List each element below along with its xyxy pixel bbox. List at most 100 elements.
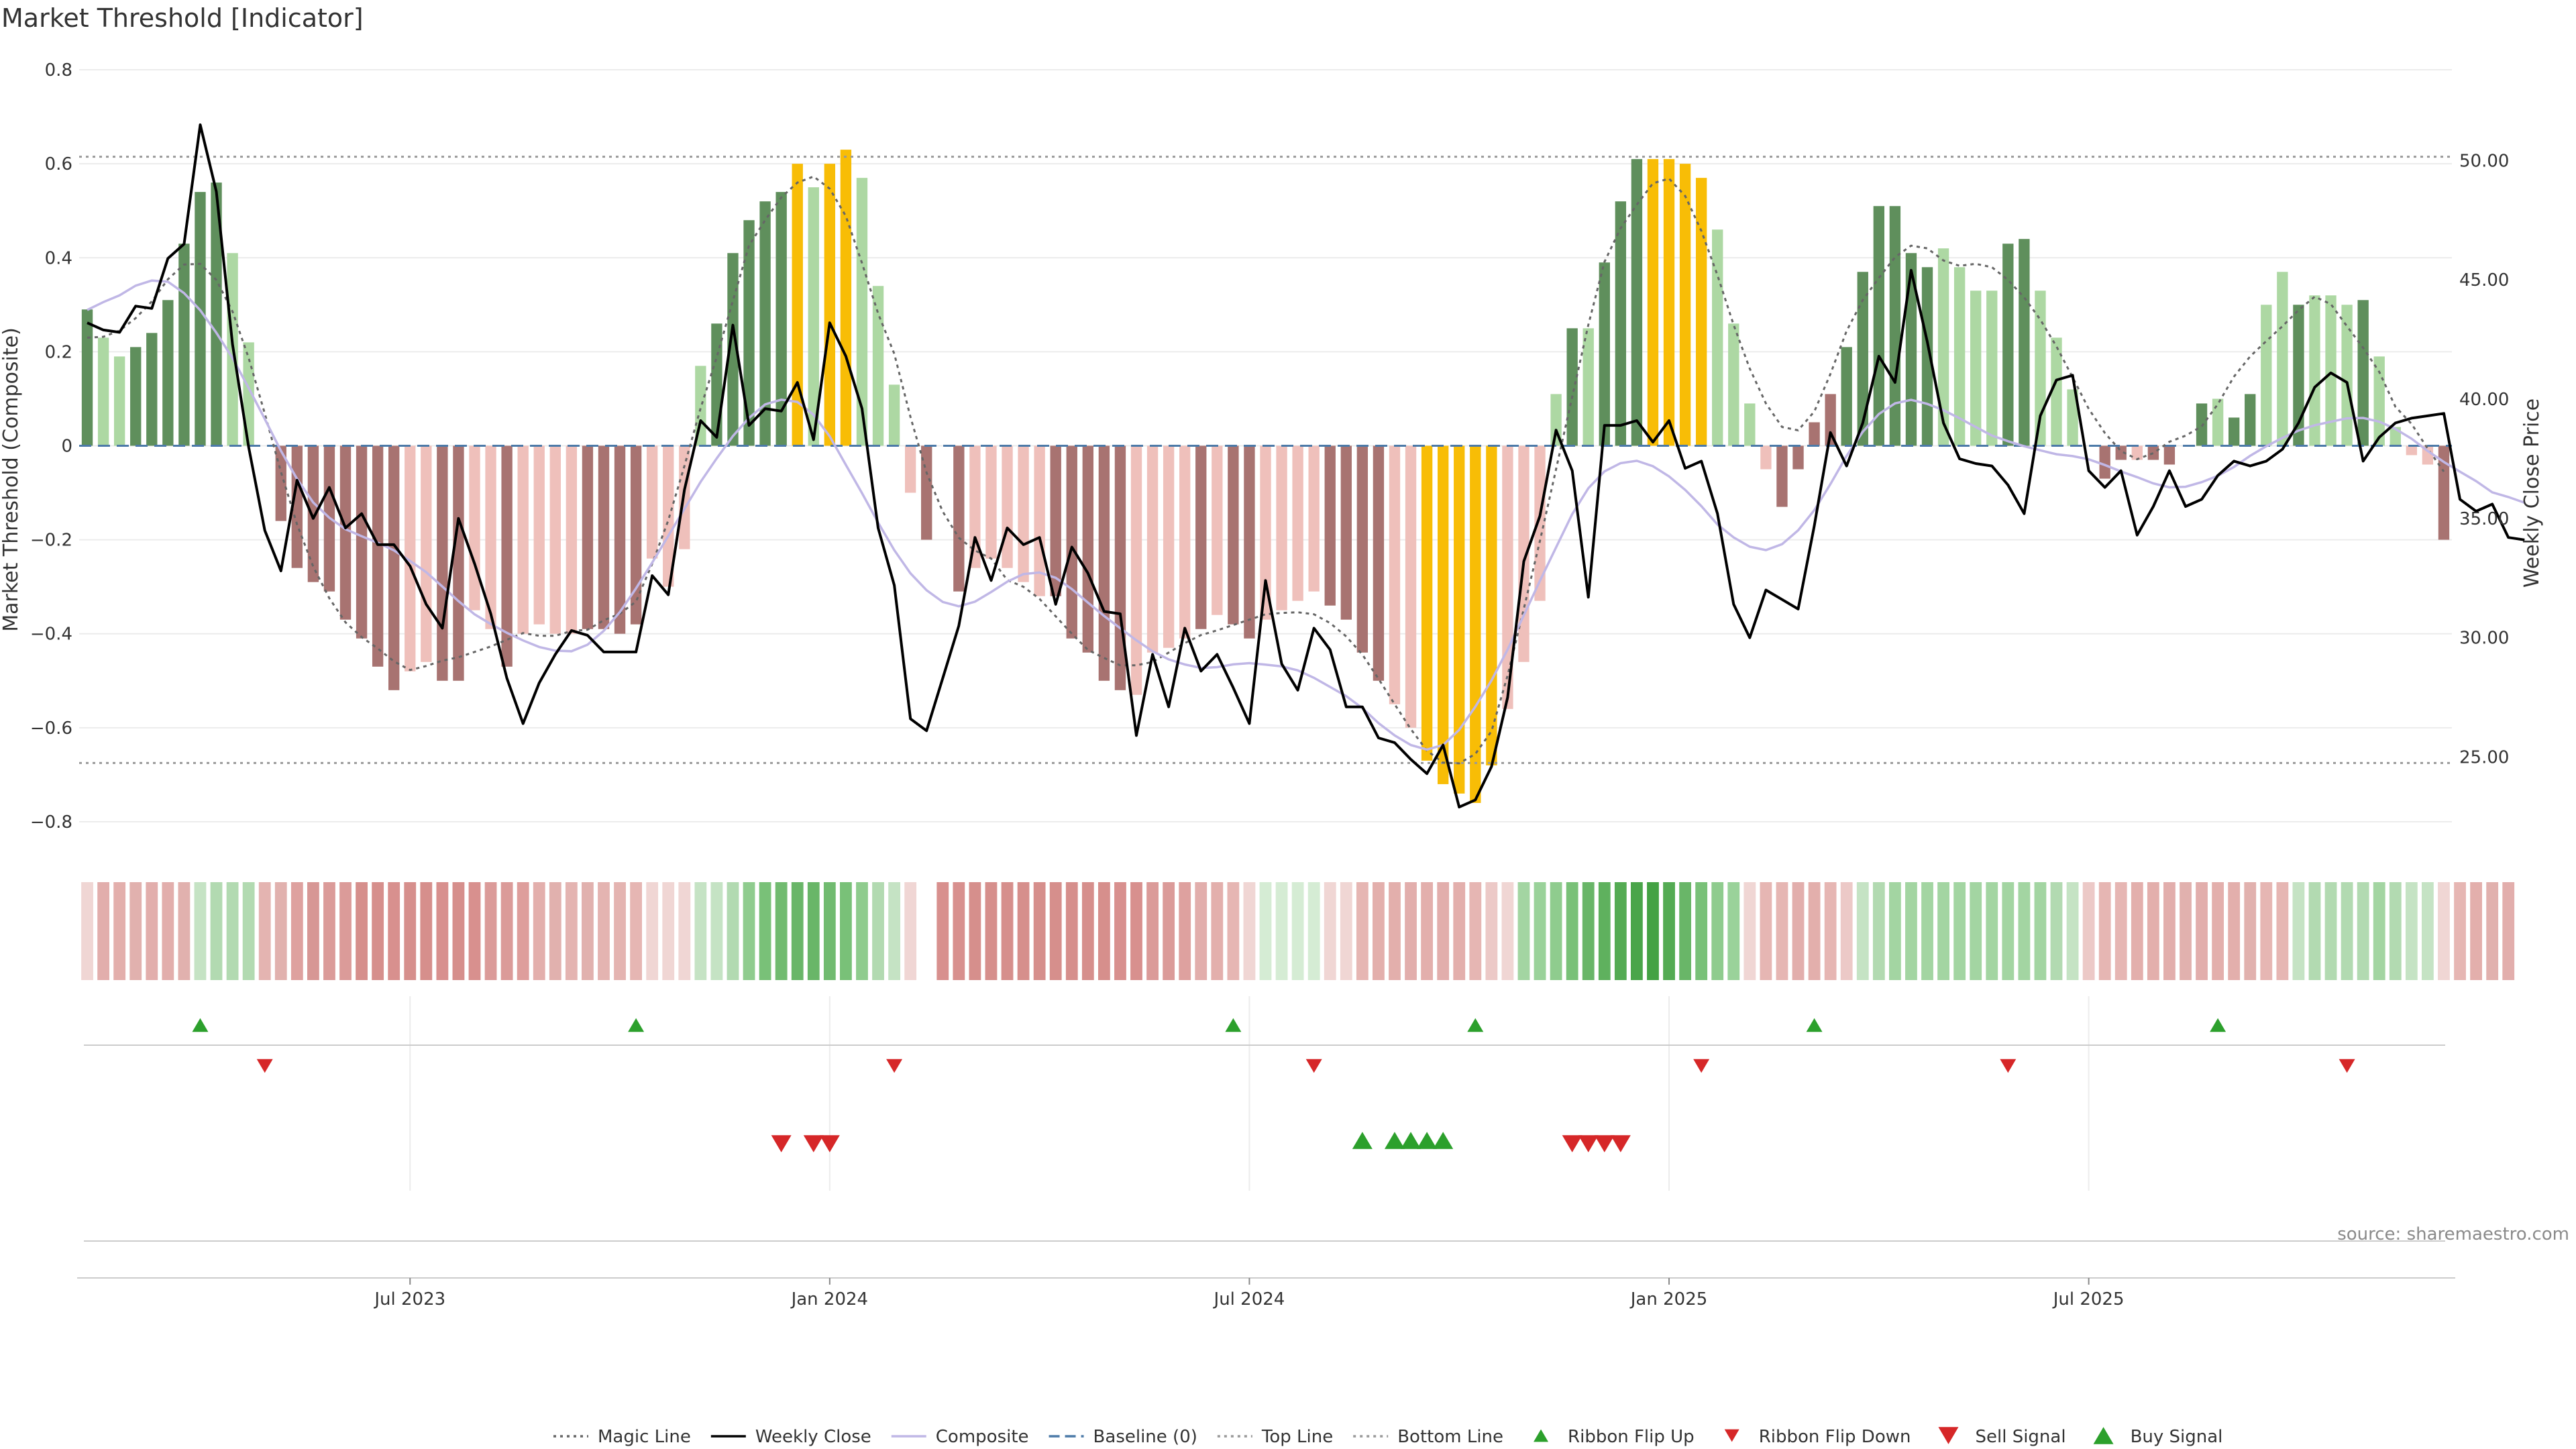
composite-bar [1841,347,1852,446]
composite-bar [1114,445,1126,690]
composite-bar [2341,305,2353,446]
ribbon-cell [1792,882,1805,980]
ribbon-cell [953,882,965,980]
composite-bar [81,309,93,446]
composite-bar [549,445,561,634]
ribbon-cell [936,882,949,980]
composite-bar [1470,445,1481,803]
ribbon-cell [2405,882,2418,980]
ribbon-cell [2244,882,2257,980]
ribbon-cell [420,882,433,980]
ribbon-cell [1679,882,1691,980]
ribbon-cell [1373,882,1385,980]
ribbon-cell [1986,882,1998,980]
right-tick-label: 50.00 [2459,151,2509,171]
ribbon-cell [1469,882,1482,980]
legend-label: Baseline (0) [1093,1427,1197,1447]
ribbon-cell [2422,882,2434,980]
ribbon-cell [2276,882,2289,980]
ribbon-cell [1421,882,1434,980]
left-tick-label: 0 [61,436,72,456]
composite-bar [824,164,836,446]
composite-bar [2051,337,2062,446]
ribbon-flip-down-marker [886,1059,903,1073]
composite-bar [1308,445,1320,592]
composite-bar [1228,445,1239,625]
ribbon-cell [662,882,675,980]
ribbon-cell [2147,882,2159,980]
composite-bar [339,445,352,620]
composite-bar [1663,159,1675,446]
buy-signal-marker [1384,1132,1405,1149]
composite-bar [1953,267,1966,446]
composite-bar [1437,445,1449,784]
ribbon-flip-up-marker [2210,1018,2226,1032]
ribbon-cell [1953,882,1966,980]
composite-bar [146,333,158,446]
composite-bar [614,445,626,634]
sell-signal-marker [771,1135,792,1152]
composite-bar [533,445,545,625]
buy-signal-marker [1417,1132,1438,1149]
composite-bar [2212,398,2224,446]
legend-label: Buy Signal [2131,1427,2223,1447]
ribbon-cell [274,882,287,980]
composite-bar [1599,262,1610,446]
composite-bar [2277,272,2288,446]
ribbon-cell [1695,882,1708,980]
chart-title: Market Threshold [Indicator] [1,3,364,33]
composite-bar [598,445,610,629]
composite-bar [1986,290,1998,446]
sell-signal-marker [1578,1135,1599,1152]
ribbon-cell [1389,882,1401,980]
ribbon-cell [2018,882,2031,980]
ribbon-cell [2066,882,2079,980]
composite-bar [1582,328,1594,446]
composite-bar [2228,417,2240,446]
ribbon-cell [97,882,109,980]
composite-bar [211,182,222,446]
ribbon-cell [339,882,352,980]
composite-bar [743,220,755,446]
legend-swatch [1534,1429,1549,1442]
composite-bar [695,366,706,446]
composite-bar [2196,403,2208,446]
composite-bar [582,445,594,629]
composite-bar [1873,206,1885,446]
composite-bar [307,445,319,582]
ribbon-cell [2357,882,2369,980]
x-tick-label: Jan 2025 [1629,1289,1708,1309]
composite-bar [2357,300,2369,446]
composite-bar [646,445,658,559]
composite-bar [2019,239,2030,446]
ribbon-cell [2034,882,2047,980]
ribbon-flip-down-marker [2339,1059,2355,1073]
ribbon-cell [904,882,917,980]
composite-bar [517,445,529,634]
composite-bar [501,445,513,667]
ribbon-cell [1760,882,1772,980]
ribbon-cell [1227,882,1240,980]
ribbon-cell [888,882,900,980]
ribbon-cell [1163,882,1175,980]
ribbon-cell [872,882,884,980]
ribbon-cell [1243,882,1256,980]
ribbon-cell [2212,882,2224,980]
ribbon-flip-up-marker [628,1018,645,1032]
ribbon-cell [969,882,981,980]
composite-bar [663,445,674,587]
composite-bar [388,445,400,690]
ribbon-cell [1517,882,1530,980]
ribbon-cell [1905,882,1917,980]
ribbon-cell [2260,882,2273,980]
composite-bar [1260,445,1271,620]
ribbon-cell [2373,882,2385,980]
legend-swatch [1938,1427,1959,1444]
composite-bar [1905,253,1917,446]
composite-bar [2131,445,2143,460]
ribbon-cell [1872,882,1885,980]
ribbon-cell [404,882,417,980]
composite-bar [2293,305,2304,446]
composite-bar [195,192,206,446]
legend-label: Magic Line [598,1427,691,1447]
